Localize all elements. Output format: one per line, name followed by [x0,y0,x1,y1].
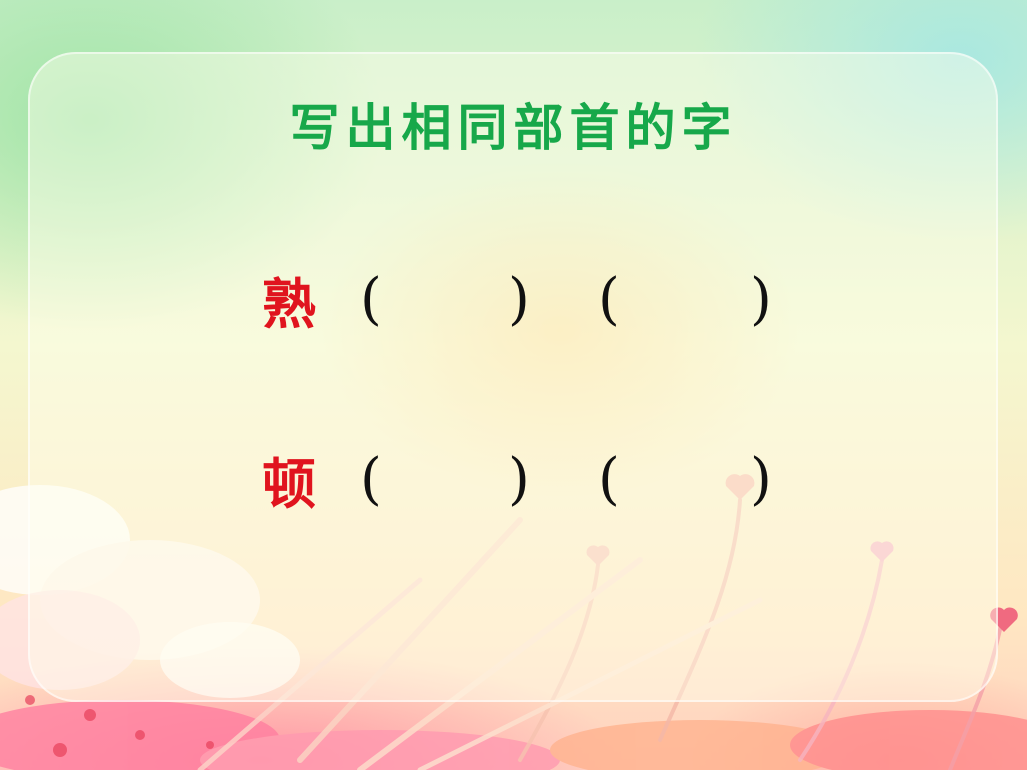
answer-blank-open: ( [598,447,620,512]
exercise-character: 顿 [262,452,316,516]
answer-blank-close: ) [750,267,772,332]
content-panel [28,52,998,702]
exercise-character: 熟 [262,272,316,336]
answer-blank-open: ( [598,267,620,332]
answer-blank-open: ( [360,267,382,332]
answer-blank-close: ) [508,447,530,512]
answer-blank-close: ) [750,447,772,512]
answer-blank-open: ( [360,447,382,512]
page-title: 写出相同部首的字 [289,99,738,157]
answer-blank-close: ) [508,267,530,332]
